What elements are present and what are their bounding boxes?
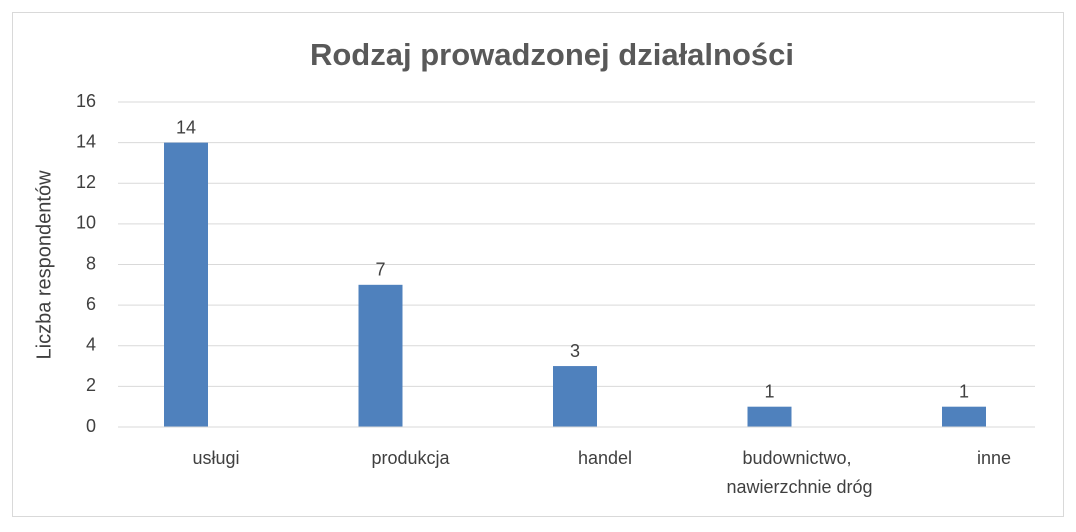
bar [747, 406, 792, 427]
y-tick-label: 8 [86, 253, 96, 273]
y-tick-label: 0 [86, 416, 96, 436]
data-label: 3 [570, 341, 580, 361]
chart-title: Rodzaj prowadzonej działalności [310, 37, 794, 72]
y-tick-label: 4 [86, 335, 96, 355]
bar [164, 142, 208, 427]
y-tick-label: 10 [76, 213, 96, 233]
data-label: 1 [959, 381, 969, 401]
data-label: 14 [176, 117, 196, 137]
x-tick-label: budownictwo, nawierzchnie dróg [726, 448, 872, 497]
y-tick-label: 12 [76, 172, 96, 192]
bar [358, 284, 403, 427]
x-tick-label: produkcja [371, 448, 450, 468]
x-tick-label: inne [977, 448, 1011, 468]
x-tick-label: handel [578, 448, 632, 468]
y-tick-label: 16 [76, 91, 96, 111]
y-tick-label: 2 [86, 375, 96, 395]
y-tick-label: 6 [86, 294, 96, 314]
y-tick-label: 14 [76, 131, 96, 151]
x-tick-label: usługi [192, 448, 239, 468]
bar [942, 406, 986, 427]
y-axis-label: Liczba respondentów [33, 170, 55, 360]
data-label: 7 [375, 260, 385, 280]
bar [553, 366, 597, 427]
data-label: 1 [764, 381, 774, 401]
